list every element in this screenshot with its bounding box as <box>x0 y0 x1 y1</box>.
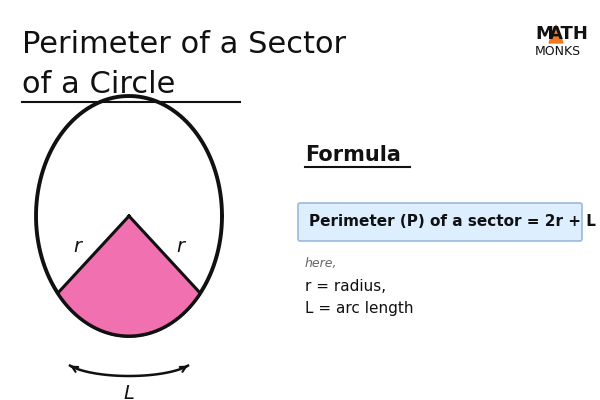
Text: L: L <box>124 384 134 400</box>
FancyBboxPatch shape <box>298 203 582 241</box>
Text: Perimeter of a Sector: Perimeter of a Sector <box>22 30 346 59</box>
Text: Formula: Formula <box>305 145 401 165</box>
Polygon shape <box>58 216 200 336</box>
Text: Perimeter (P) of a sector = 2r + L: Perimeter (P) of a sector = 2r + L <box>309 214 596 230</box>
Text: M: M <box>535 25 553 43</box>
Text: MONKS: MONKS <box>535 45 581 58</box>
Polygon shape <box>549 25 563 43</box>
Text: r: r <box>176 237 185 256</box>
Text: of a Circle: of a Circle <box>22 70 175 99</box>
Text: ATH: ATH <box>549 25 589 43</box>
Text: r: r <box>73 237 82 256</box>
Text: L = arc length: L = arc length <box>305 301 413 316</box>
Text: here,: here, <box>305 257 337 270</box>
Text: r = radius,: r = radius, <box>305 279 386 294</box>
